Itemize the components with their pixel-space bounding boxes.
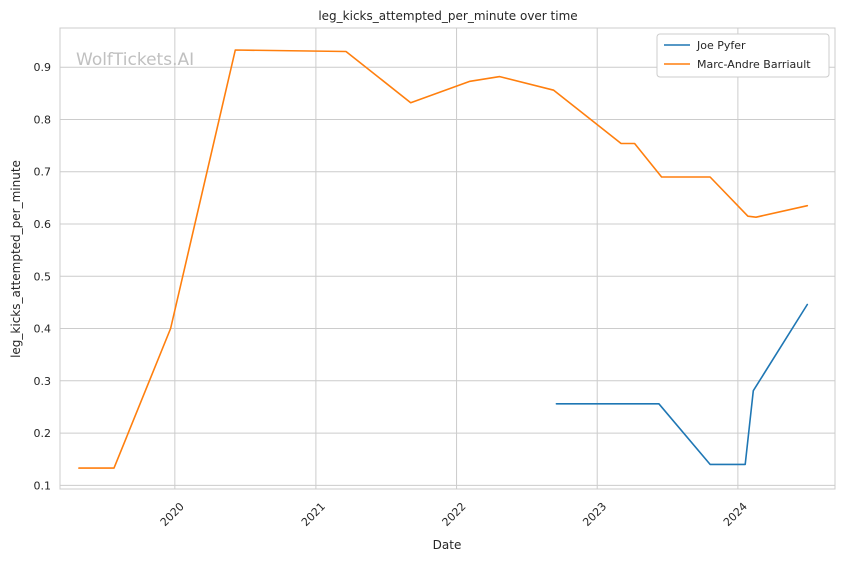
y-tick-label: 0.2 [34, 427, 52, 440]
x-axis-label: Date [433, 538, 462, 552]
legend-box [656, 33, 830, 78]
y-tick-label: 0.8 [34, 113, 52, 126]
watermark-text: WolfTickets.AI [76, 50, 194, 70]
series-group [78, 49, 809, 469]
series-line-marc-andre-barriault [78, 49, 809, 469]
y-tick-label: 0.4 [34, 323, 52, 336]
legend-label-marc-andre-barriault: Marc-Andre Barriault [697, 58, 811, 71]
legend: Joe Pyfer Marc-Andre Barriault [656, 33, 830, 78]
y-tick-label: 0.1 [34, 479, 52, 492]
y-tick-label: 0.9 [34, 61, 52, 74]
grid [60, 28, 835, 489]
y-tick-label: 0.7 [34, 166, 52, 179]
chart-title: leg_kicks_attempted_per_minute over time [318, 9, 577, 23]
y-tick-label: 0.3 [34, 375, 52, 388]
y-tick-label: 0.6 [34, 218, 52, 231]
y-tick-label: 0.5 [34, 270, 52, 283]
y-tick-labels: 0.1 0.2 0.3 0.4 0.5 0.6 0.7 0.8 0.9 [34, 61, 52, 492]
legend-label-joe-pyfer: Joe Pyfer [696, 39, 746, 52]
y-axis-label: leg_kicks_attempted_per_minute [9, 160, 23, 358]
plot-area-frame [59, 27, 836, 490]
series-line-joe-pyfer [555, 303, 809, 466]
